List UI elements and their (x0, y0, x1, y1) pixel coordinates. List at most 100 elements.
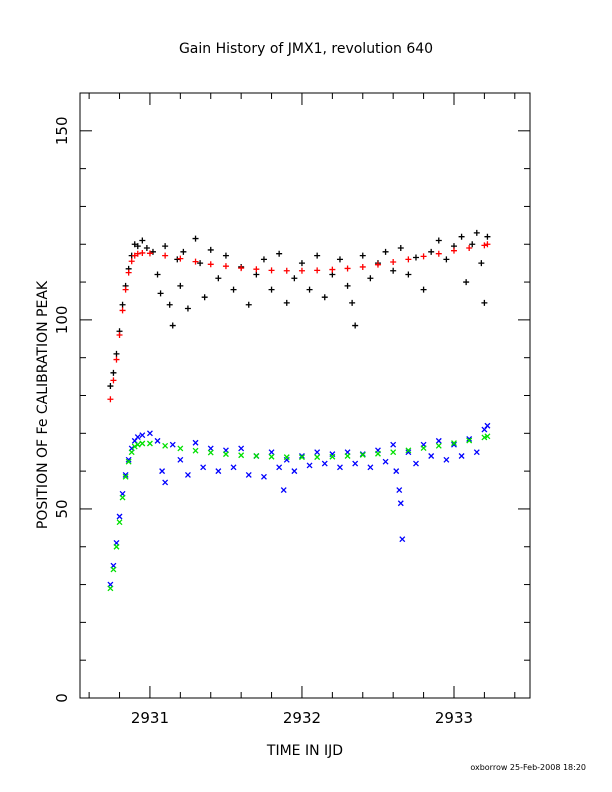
x-axis-label: TIME IN IJD (266, 743, 343, 759)
data-point (253, 453, 260, 459)
data-point (122, 286, 129, 293)
data-point (435, 250, 442, 257)
series-2 (107, 422, 491, 588)
series-3 (107, 433, 491, 592)
data-point (314, 454, 321, 461)
data-point (413, 460, 419, 467)
x-tick-label: 2932 (283, 709, 321, 727)
series-0 (107, 229, 491, 390)
data-point (390, 449, 397, 456)
data-point (253, 271, 260, 278)
data-point (337, 464, 343, 471)
data-point (484, 241, 491, 248)
data-point (306, 462, 313, 469)
data-point (390, 267, 397, 274)
data-point (154, 437, 161, 444)
data-point (125, 458, 132, 465)
data-point (276, 464, 283, 471)
data-point (157, 290, 164, 297)
data-point (359, 252, 366, 259)
data-point (207, 449, 214, 456)
data-point (298, 260, 305, 267)
data-point (344, 265, 351, 272)
data-point (207, 246, 214, 253)
data-point (466, 245, 473, 252)
data-point (352, 460, 359, 467)
data-point (367, 464, 374, 471)
footer-credit: oxborrow 25-Feb-2008 18:20 (470, 763, 586, 772)
data-point (169, 441, 176, 448)
data-point (314, 267, 321, 274)
data-point (451, 440, 457, 447)
data-point (276, 250, 283, 257)
data-point (397, 245, 404, 252)
data-point (162, 442, 169, 449)
data-point (107, 585, 114, 592)
data-point (177, 255, 184, 262)
data-point (162, 243, 169, 250)
data-point (283, 454, 290, 461)
data-point (473, 229, 480, 236)
data-point (336, 256, 343, 263)
data-point (443, 256, 450, 263)
data-point (484, 233, 491, 240)
data-point (344, 453, 351, 459)
data-point (283, 299, 290, 306)
data-point (128, 449, 135, 456)
data-point (159, 468, 166, 475)
y-axis-label: POSITION OF Fe CALIBRATION PEAK (35, 280, 51, 529)
data-point (359, 263, 366, 270)
data-point (260, 256, 267, 263)
data-point (412, 254, 419, 261)
data-point (162, 479, 169, 486)
data-point (230, 286, 237, 293)
data-point (184, 305, 191, 312)
data-point (382, 458, 389, 465)
data-point (466, 436, 473, 442)
data-point (119, 307, 126, 314)
data-point (405, 449, 412, 456)
data-point (390, 441, 397, 448)
data-point (428, 453, 435, 459)
data-point (458, 233, 465, 240)
data-point (260, 473, 267, 480)
data-point (268, 453, 275, 460)
data-point (222, 252, 229, 259)
data-point (139, 237, 146, 244)
data-point (131, 241, 138, 248)
data-point (420, 445, 427, 452)
data-point (116, 513, 123, 520)
plot-area (79, 92, 531, 699)
data-point (390, 259, 397, 266)
data-point (134, 434, 141, 441)
data-point (298, 267, 305, 274)
data-point (110, 566, 117, 573)
data-point (215, 275, 222, 282)
data-point (399, 536, 406, 543)
data-point (128, 258, 135, 265)
data-point (428, 248, 435, 255)
data-point (116, 519, 123, 526)
data-point (359, 451, 366, 458)
data-point (329, 453, 336, 460)
data-point (280, 487, 287, 493)
data-point (291, 468, 298, 475)
data-point (435, 237, 442, 244)
data-point (143, 245, 150, 252)
data-point (113, 543, 120, 550)
data-point (125, 269, 132, 276)
chart-title: Gain History of JMX1, revolution 640 (179, 41, 433, 57)
data-point (139, 440, 146, 447)
data-point (192, 235, 199, 242)
data-point (375, 450, 381, 457)
axis-ticks (80, 92, 530, 699)
y-tick-label: 0 (53, 693, 71, 703)
y-tick-label: 50 (53, 499, 71, 518)
data-point (451, 441, 457, 448)
data-point (119, 494, 126, 501)
data-point (382, 248, 389, 255)
data-point (110, 377, 117, 384)
data-point (122, 471, 129, 478)
data-point (321, 460, 328, 467)
